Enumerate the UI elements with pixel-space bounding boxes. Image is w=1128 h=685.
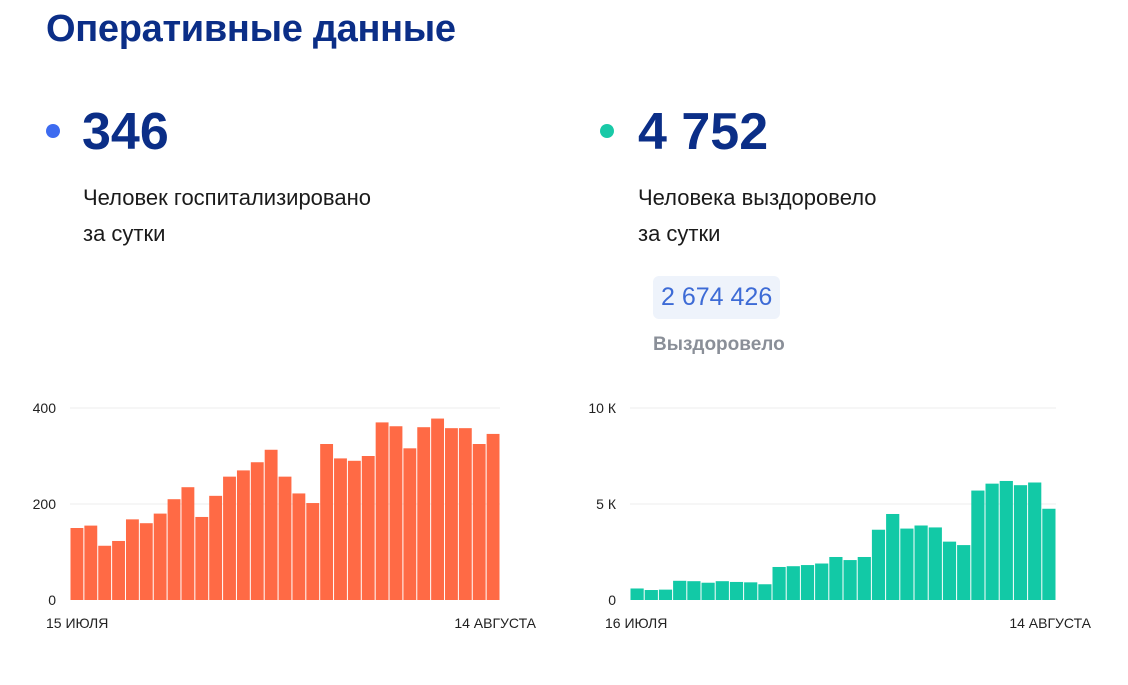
recovered-chart: 0 5 К 10 К 16 ИЮЛЯ 14 АВГУСТА [588, 400, 1091, 631]
recovered-bar [701, 582, 715, 600]
recovered-bar [687, 581, 701, 600]
recovered-bar [644, 590, 658, 600]
hospitalized-bar [320, 444, 334, 600]
recovered-bar [829, 556, 843, 600]
recovered-bar [1013, 485, 1028, 600]
recovered-bar [800, 565, 815, 600]
hospitalized-bar [347, 460, 361, 600]
hospitalized-bar [431, 418, 445, 600]
hospitalized-bar [417, 427, 431, 600]
hospitalized-bar [223, 476, 236, 600]
hospitalized-x-start-label: 15 ИЮЛЯ [46, 615, 108, 631]
recovered-bar [971, 490, 985, 600]
hospitalized-bar [195, 516, 209, 600]
hospitalized-bar [153, 513, 167, 600]
recovered-bar [1028, 482, 1042, 600]
recovered-bar [957, 545, 971, 600]
recovered-total-value: 2 674 426 [661, 283, 773, 311]
recovered-label: Человека выздоровело за сутки [638, 180, 998, 252]
hospitalized-bar [361, 456, 375, 600]
recovered-total-label: Выздоровело [653, 334, 785, 355]
hospitalized-chart: 0 200 400 15 ИЮЛЯ 14 АВГУСТА [33, 400, 537, 631]
hospitalized-bar [292, 493, 306, 600]
hospitalized-dot [46, 124, 60, 138]
recovered-bar [729, 581, 744, 600]
recovered-y-tick-label: 5 К [596, 496, 617, 512]
recovered-y-tick-label: 10 К [588, 400, 616, 416]
hospitalized-bar [389, 426, 403, 600]
recovered-bar [886, 513, 900, 600]
recovered-dot [600, 124, 614, 138]
hospitalized-bar [403, 448, 417, 600]
recovered-label-line2: за сутки [638, 221, 721, 246]
recovered-bar [1042, 508, 1056, 600]
recovered-y-tick-label: 0 [608, 592, 616, 608]
hospitalized-y-tick-label: 200 [33, 496, 57, 512]
hospitalized-bar [84, 525, 98, 600]
hospitalized-bar [125, 519, 139, 600]
hospitalized-bar [306, 503, 320, 600]
recovered-bar [914, 525, 928, 600]
recovered-bar [630, 588, 644, 600]
hospitalized-bar [236, 470, 250, 600]
hospitalized-label-line2: за сутки [83, 221, 166, 246]
recovered-bar [942, 541, 957, 600]
hospitalized-bar [167, 499, 181, 600]
hospitalized-y-tick-label: 0 [48, 592, 56, 608]
hospitalized-bar [250, 462, 264, 600]
recovered-bar [928, 527, 942, 600]
recovered-total-badge: 2 674 426 [653, 276, 781, 319]
recovered-bar [744, 582, 758, 600]
recovered-bar [673, 580, 687, 600]
recovered-x-start-label: 16 ИЮЛЯ [605, 615, 667, 631]
recovered-bar [985, 483, 999, 600]
hospitalized-bar [209, 495, 223, 600]
hospitalized-bar [181, 487, 195, 600]
hospitalized-bar [112, 540, 125, 600]
hospitalized-label: Человек госпитализировано за сутки [83, 180, 443, 252]
recovered-bar [758, 584, 772, 600]
recovered-label-line1: Человека выздоровело [638, 185, 877, 210]
recovered-value: 4 752 [638, 103, 769, 161]
recovered-bar [871, 529, 886, 600]
hospitalized-bar [139, 523, 153, 600]
hospitalized-bar [458, 428, 472, 600]
page-title: Оперативные данные [46, 8, 456, 50]
recovered-bar [857, 556, 871, 600]
hospitalized-bar [445, 428, 458, 600]
hospitalized-bar [375, 422, 389, 600]
recovered-bar [815, 563, 829, 600]
hospitalized-y-tick-label: 400 [33, 400, 57, 416]
hospitalized-x-end-label: 14 АВГУСТА [454, 615, 536, 631]
hospitalized-bar [264, 449, 278, 600]
recovered-bar [658, 589, 673, 600]
recovered-bar [900, 528, 914, 600]
recovered-x-end-label: 14 АВГУСТА [1009, 615, 1091, 631]
recovered-bar [999, 480, 1013, 600]
hospitalized-value: 346 [82, 103, 169, 161]
hospitalized-bar [98, 545, 112, 600]
recovered-bar [843, 560, 857, 600]
hospitalized-bar [278, 476, 292, 600]
hospitalized-bar [70, 528, 84, 600]
hospitalized-bar [334, 458, 347, 600]
hospitalized-bar [486, 433, 500, 600]
hospitalized-bar [472, 444, 486, 600]
hospitalized-label-line1: Человек госпитализировано [83, 185, 371, 210]
recovered-bar [772, 566, 786, 600]
recovered-bar [786, 566, 800, 600]
recovered-bar [715, 581, 729, 600]
